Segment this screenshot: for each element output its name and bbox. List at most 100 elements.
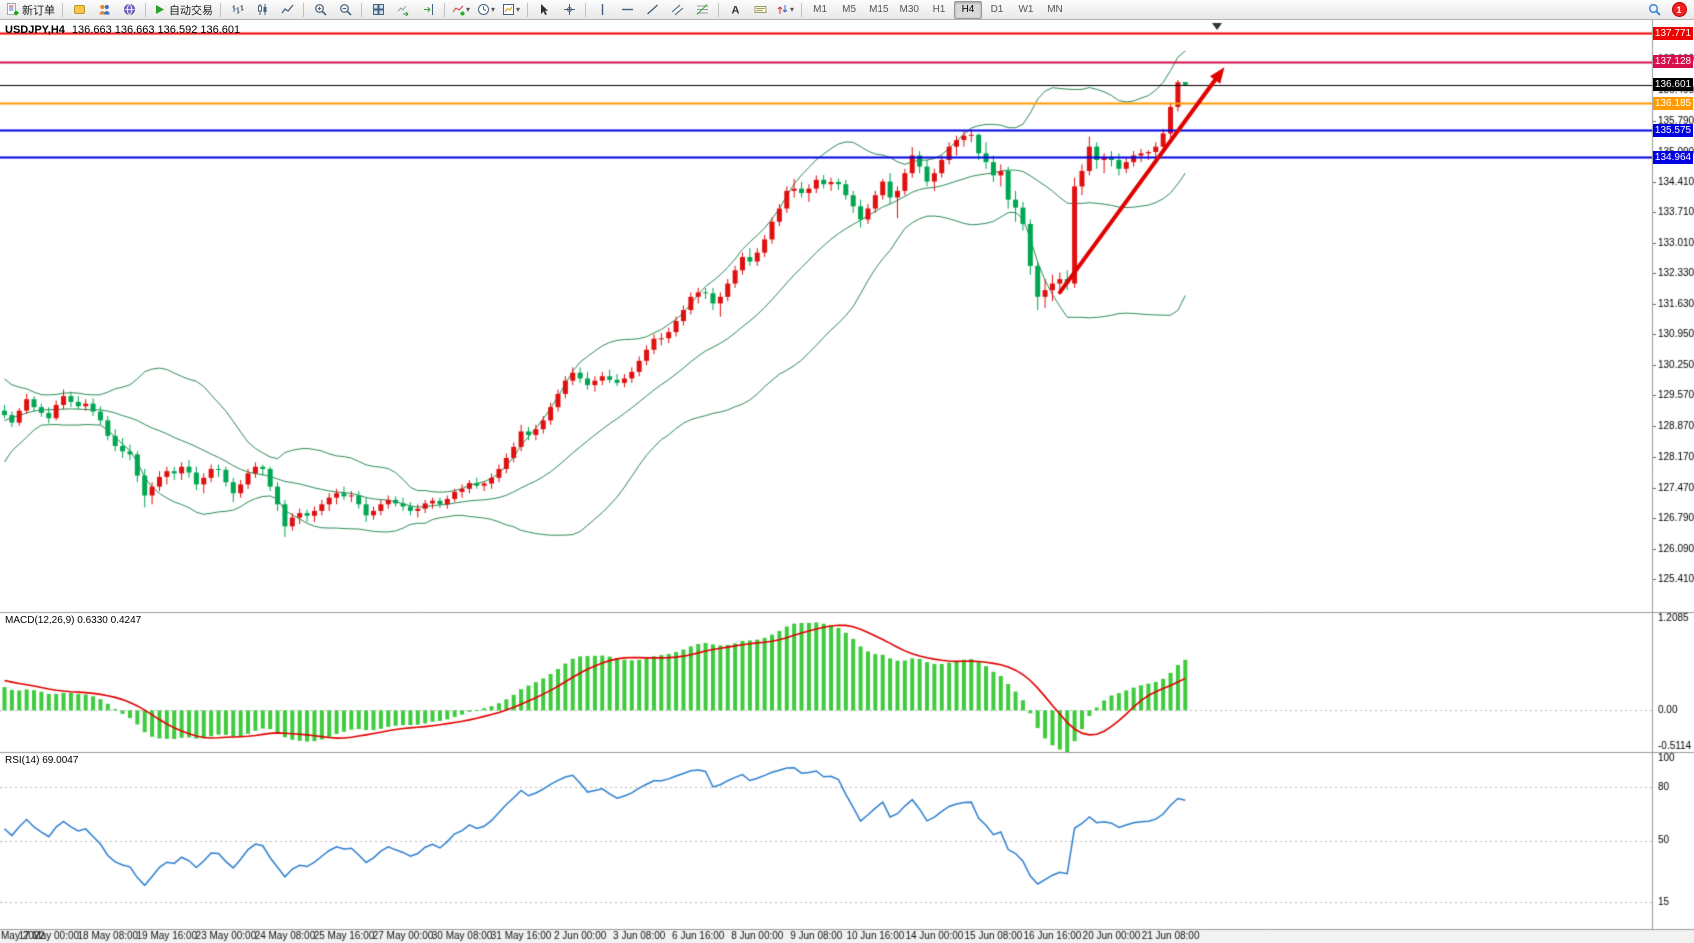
price-tag-136.601[interactable]: 136.601: [1653, 78, 1693, 92]
new-order-button-label: 新订单: [22, 4, 55, 17]
main-toolbar: 新订单 自动交易 ▾ ▾ ▾ A ▾ M1 M5 M15 M30 H1 H4 D1 W1 MN 1: [0, 0, 1694, 20]
tf-m15-button-label: M15: [869, 4, 889, 15]
dropdown-arrow-icon[interactable]: ▾: [491, 5, 496, 14]
line-chart-icon: [280, 3, 294, 16]
tile-windows-button[interactable]: [366, 0, 390, 20]
autoscroll-button[interactable]: [391, 0, 415, 20]
tf-mn-button[interactable]: MN: [1041, 1, 1069, 19]
autotrading-button[interactable]: 自动交易: [150, 0, 216, 20]
metaeditor-button[interactable]: [67, 0, 91, 20]
templates-icon: [502, 3, 515, 16]
price-tag-137.771[interactable]: 137.771: [1653, 26, 1693, 40]
templates-button[interactable]: ▾: [499, 0, 523, 20]
new-order-icon: [6, 3, 19, 16]
arrows-button[interactable]: ▾: [773, 0, 797, 20]
price-tag-135.575[interactable]: 135.575: [1653, 123, 1693, 137]
tf-h1-button[interactable]: H1: [925, 1, 953, 19]
zoom-out-icon: [339, 3, 352, 16]
tf-m1-button[interactable]: M1: [806, 1, 834, 19]
dropdown-arrow-icon[interactable]: ▾: [516, 5, 521, 14]
periods-icon: [477, 3, 490, 16]
market-icon: [98, 3, 111, 16]
toolbar-separator: [527, 2, 529, 17]
price-tag-134.964[interactable]: 134.964: [1653, 150, 1693, 164]
candlestick-icon: [256, 3, 269, 16]
dropdown-arrow-icon[interactable]: ▾: [790, 5, 795, 14]
tf-d1-button-label: D1: [990, 4, 1004, 15]
toolbar-separator: [220, 2, 221, 17]
bar-chart-icon: [231, 3, 244, 16]
indicators-icon: [452, 3, 465, 16]
dropdown-arrow-icon[interactable]: ▾: [466, 5, 471, 14]
tf-m1-button-label: M1: [813, 4, 828, 15]
price-tag-136.185[interactable]: 136.185: [1653, 96, 1693, 110]
tf-h4-button-label: H4: [961, 4, 975, 15]
cursor-icon: [538, 3, 551, 16]
notifications-button[interactable]: 1: [1667, 0, 1691, 20]
line-chart-button[interactable]: [275, 0, 299, 20]
periods-button[interactable]: ▾: [474, 0, 498, 20]
zoom-in-icon: [314, 3, 327, 16]
tf-m30-button[interactable]: M30: [895, 1, 924, 19]
market-button[interactable]: [92, 0, 116, 20]
trendline-icon: [646, 3, 659, 16]
tf-h4-button[interactable]: H4: [953, 0, 982, 19]
zoom-in-button[interactable]: [308, 0, 332, 20]
candlestick-button[interactable]: [250, 0, 274, 20]
tf-w1-button[interactable]: W1: [1012, 1, 1040, 19]
community-icon: [123, 3, 136, 16]
trendline-button[interactable]: [640, 0, 664, 20]
autotrading-button-label: 自动交易: [169, 4, 213, 17]
text-label-icon: [754, 3, 767, 16]
text-button[interactable]: A: [723, 0, 747, 20]
chart-shift-button[interactable]: [416, 0, 440, 20]
tf-m30-button-label: M30: [899, 4, 919, 15]
crosshair-icon: [563, 3, 576, 16]
tf-w1-button-label: W1: [1018, 4, 1034, 15]
text-label-button[interactable]: [748, 0, 772, 20]
channel-icon: [671, 3, 684, 16]
community-button[interactable]: [117, 0, 141, 20]
tf-m5-button[interactable]: M5: [835, 1, 863, 19]
indicators-button[interactable]: ▾: [449, 0, 473, 20]
tf-h1-button-label: H1: [932, 4, 946, 15]
crosshair-button[interactable]: [557, 0, 581, 20]
svg-text:A: A: [731, 5, 739, 17]
tf-d1-button[interactable]: D1: [983, 1, 1011, 19]
toolbar-separator: [444, 2, 445, 17]
notification-badge: 1: [1671, 2, 1687, 17]
toolbar-separator: [801, 2, 803, 17]
vertical-line-icon: [596, 3, 609, 16]
new-order-button[interactable]: 新订单: [3, 0, 58, 20]
price-tag-137.128[interactable]: 137.128: [1653, 55, 1693, 69]
cursor-button[interactable]: [532, 0, 556, 20]
fibonacci-icon: [696, 3, 709, 16]
toolbar-separator: [303, 2, 304, 17]
autoscroll-icon: [397, 3, 410, 16]
horizontal-line-icon: [621, 3, 634, 16]
toolbar-separator: [361, 2, 362, 17]
text-icon: A: [729, 3, 742, 17]
arrows-icon: [776, 3, 789, 16]
tile-windows-icon: [372, 3, 385, 16]
autotrading-icon: [153, 3, 166, 16]
chart-canvas[interactable]: [0, 20, 1694, 943]
bar-chart-button[interactable]: [225, 0, 249, 20]
tf-m15-button[interactable]: M15: [864, 1, 893, 19]
fibonacci-button[interactable]: [690, 0, 714, 20]
search-button[interactable]: [1642, 0, 1666, 20]
toolbar-separator: [145, 2, 146, 17]
channel-button[interactable]: [665, 0, 689, 20]
vertical-line-button[interactable]: [590, 0, 614, 20]
zoom-out-button[interactable]: [333, 0, 357, 20]
toolbar-separator: [585, 2, 587, 17]
search-icon: [1648, 3, 1661, 16]
horizontal-line-button[interactable]: [615, 0, 639, 20]
metaeditor-icon: [73, 3, 86, 16]
tf-mn-button-label: MN: [1047, 4, 1063, 15]
toolbar-separator: [718, 2, 720, 17]
chart-shift-icon: [422, 3, 435, 16]
toolbar-separator: [62, 2, 63, 17]
tf-m5-button-label: M5: [842, 4, 857, 15]
